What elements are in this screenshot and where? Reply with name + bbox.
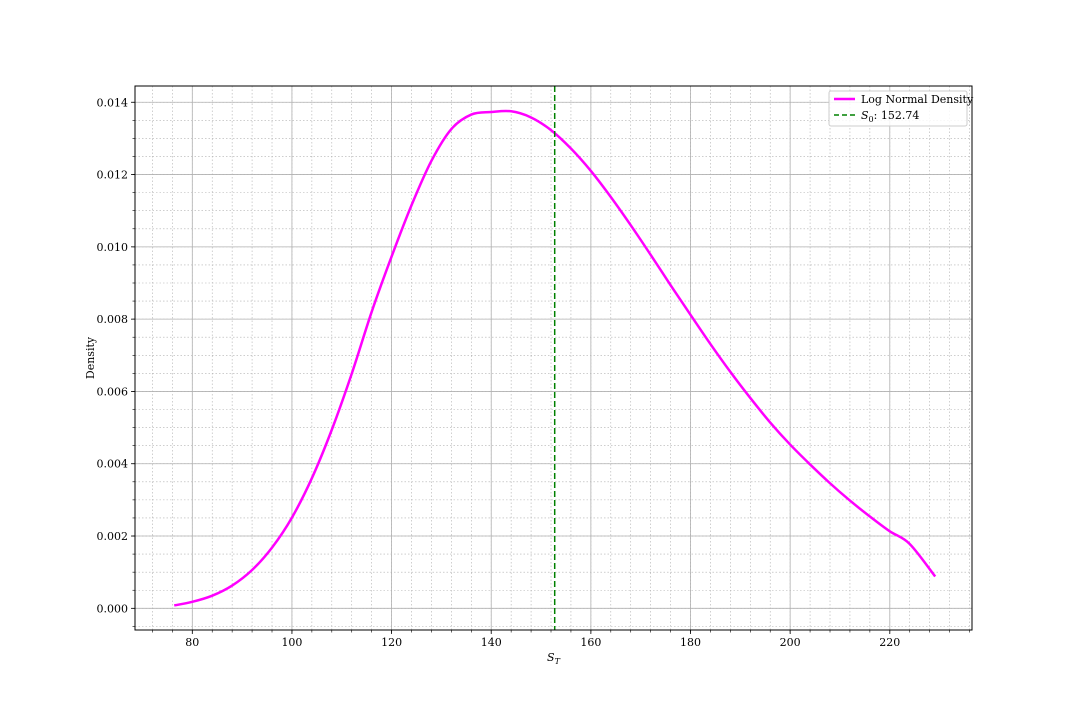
legend-s0-main: S: [861, 109, 869, 122]
x-tick-label: 220: [879, 636, 900, 649]
x-axis-label: ST: [547, 651, 561, 666]
series-layer: [173, 86, 937, 630]
x-tick-label: 120: [381, 636, 402, 649]
ticks-layer: [131, 101, 970, 634]
legend-s0-value: : 152.74: [874, 109, 920, 122]
y-tick-label: 0.014: [97, 96, 129, 109]
tick-labels: 80 100 120 140 160 180 200 220 0.000 0.002 0.004 0.…: [97, 96, 901, 649]
x-tick-label: 160: [580, 636, 601, 649]
legend-box: [828, 90, 968, 127]
minor-grid: [135, 86, 972, 630]
y-tick-label: 0.012: [97, 169, 129, 182]
plot-frame: [134, 85, 973, 631]
x-tick-label: 180: [680, 636, 701, 649]
x-tick-label: 100: [281, 636, 302, 649]
y-tick-label: 0.004: [97, 458, 129, 471]
x-tick-label: 200: [780, 636, 801, 649]
density-curve: [173, 109, 937, 607]
y-tick-label: 0.000: [97, 602, 129, 615]
major-grid: [135, 86, 972, 630]
legend-label-s0: S0: 152.74: [861, 109, 919, 124]
x-tick-label: 140: [481, 636, 502, 649]
legend: Log Normal Density S0: 152.74: [828, 90, 974, 127]
y-tick-label: 0.006: [97, 385, 129, 398]
x-tick-label: 80: [185, 636, 199, 649]
y-axis-label: Density: [84, 336, 97, 379]
y-tick-label: 0.010: [97, 241, 129, 254]
x-axis-label-sub: T: [555, 657, 561, 666]
x-axis-label-main: S: [547, 651, 555, 664]
legend-s0-sub: 0: [869, 115, 874, 124]
legend-label-log-normal: Log Normal Density: [861, 93, 974, 106]
y-tick-label: 0.002: [97, 530, 129, 543]
y-tick-label: 0.008: [97, 313, 129, 326]
